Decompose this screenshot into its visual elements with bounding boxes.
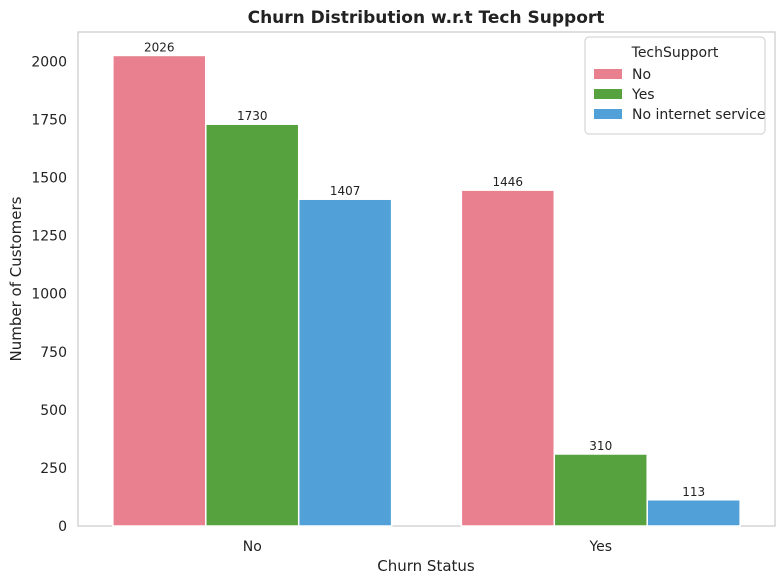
bar-value-label: 113	[682, 485, 705, 499]
bar-value-label: 1446	[493, 175, 524, 189]
bar	[460, 189, 556, 527]
y-tick-label: 1500	[31, 171, 67, 187]
bar-value-label: 1730	[237, 109, 268, 123]
y-axis-label: Number of Customers	[7, 196, 25, 361]
x-axis-label: Churn Status	[377, 557, 475, 575]
bar	[297, 198, 393, 527]
y-tick-label: 1750	[31, 113, 67, 129]
y-tick-label: 1250	[31, 229, 67, 245]
legend-swatch	[594, 89, 622, 99]
x-axis: No Yes	[243, 539, 612, 555]
y-axis: 0 250 500 750 1000 1250 1500 1750 2000	[31, 54, 67, 535]
bar-group	[112, 54, 741, 527]
y-tick-label: 1000	[31, 287, 67, 303]
bar-value-label: 1407	[330, 184, 361, 198]
legend-item-label: Yes	[631, 87, 655, 103]
legend-item-label: No internet service	[632, 107, 765, 123]
bar-labels: 2026 1446 1730 310 1407 113	[144, 40, 705, 498]
legend-swatch	[594, 69, 622, 79]
legend-item-label: No	[632, 67, 651, 83]
bar-value-label: 2026	[144, 40, 175, 54]
y-tick-label: 750	[40, 345, 67, 361]
x-tick-label: Yes	[588, 539, 612, 555]
y-tick-label: 2000	[31, 54, 67, 70]
bar	[205, 123, 300, 527]
y-tick-label: 250	[40, 461, 67, 477]
bar-value-label: 310	[589, 439, 612, 453]
y-tick-label: 0	[58, 519, 67, 535]
bar	[553, 453, 648, 527]
y-tick-label: 500	[40, 403, 67, 419]
legend: TechSupport No Yes No internet service	[584, 36, 766, 135]
legend-title: TechSupport	[631, 45, 719, 61]
legend-box	[584, 36, 766, 135]
legend-swatch	[594, 109, 622, 119]
chart-title: Churn Distribution w.r.t Tech Support	[248, 8, 605, 28]
x-tick-label: No	[243, 539, 262, 555]
bar	[646, 499, 741, 527]
bar	[112, 54, 207, 527]
legend-items: No Yes No internet service	[594, 67, 765, 123]
